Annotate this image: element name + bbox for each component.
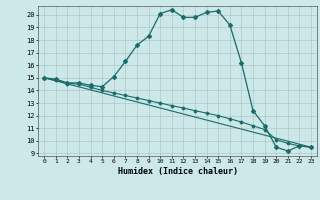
X-axis label: Humidex (Indice chaleur): Humidex (Indice chaleur) — [118, 167, 238, 176]
